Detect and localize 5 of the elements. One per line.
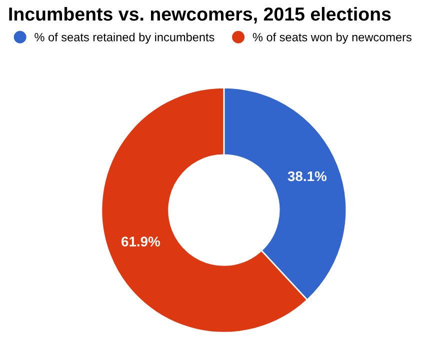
data-label: 38.1% [288, 171, 326, 182]
legend-label: % of seats retained by incumbents [34, 32, 214, 44]
legend-label: % of seats won by newcomers [252, 32, 412, 44]
chart-title: Incumbents vs. newcomers, 2015 elections [9, 6, 391, 24]
data-label: 61.9% [122, 236, 160, 246]
